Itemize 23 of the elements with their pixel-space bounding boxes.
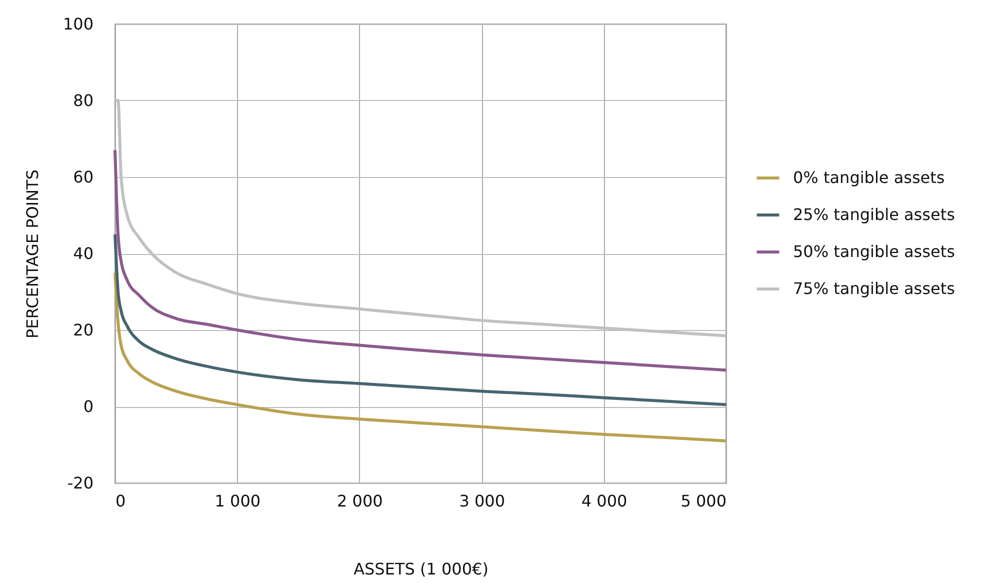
y-tick-label: 80 bbox=[73, 91, 94, 110]
legend-label: 75% tangible assets bbox=[793, 279, 955, 298]
y-tick-label: 40 bbox=[73, 244, 94, 263]
y-tick-label: 0 bbox=[83, 397, 94, 416]
y-tick-label: 100 bbox=[62, 14, 94, 34]
x-tick-label: 0 bbox=[116, 492, 126, 510]
y-tick-label: 60 bbox=[73, 168, 94, 186]
x-tick-label: 4 000 bbox=[581, 492, 628, 510]
y-axis-title: PERCENTAGE POINTS bbox=[22, 170, 42, 338]
x-tick-label: 1 000 bbox=[214, 492, 261, 510]
x-tick-label: 2 000 bbox=[336, 492, 383, 510]
y-tick-label: 20 bbox=[73, 320, 94, 340]
x-tick-label: 3 000 bbox=[459, 492, 506, 510]
legend-label: 25% tangible assets bbox=[793, 205, 955, 224]
legend-label: 50% tangible assets bbox=[793, 242, 955, 261]
line-series bbox=[114, 271, 728, 442]
legend-label: 0% tangible assets bbox=[793, 168, 945, 187]
y-tick-label: -20 bbox=[67, 474, 94, 492]
line-series bbox=[114, 99, 728, 338]
line-series bbox=[114, 232, 728, 406]
x-tick-label: 5 000 bbox=[680, 492, 726, 510]
x-axis-title: ASSETS (1 000€) bbox=[354, 560, 488, 578]
line-series bbox=[114, 148, 728, 372]
